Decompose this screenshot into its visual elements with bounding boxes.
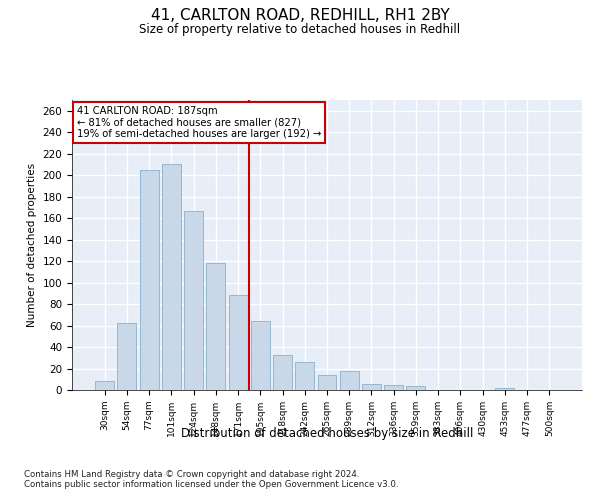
- Text: Distribution of detached houses by size in Redhill: Distribution of detached houses by size …: [181, 428, 473, 440]
- Bar: [317, 375, 337, 390]
- Text: Size of property relative to detached houses in Redhill: Size of property relative to detached ho…: [139, 22, 461, 36]
- Text: 41, CARLTON ROAD, REDHILL, RH1 2BY: 41, CARLTON ROAD, REDHILL, RH1 2BY: [151, 8, 449, 22]
- Bar: [384, 384, 403, 390]
- Bar: [340, 370, 359, 390]
- Text: 41 CARLTON ROAD: 187sqm
← 81% of detached houses are smaller (827)
19% of semi-d: 41 CARLTON ROAD: 187sqm ← 81% of detache…: [77, 106, 322, 139]
- Bar: [406, 386, 425, 390]
- Text: Contains public sector information licensed under the Open Government Licence v3: Contains public sector information licen…: [24, 480, 398, 489]
- Bar: [140, 170, 158, 390]
- Bar: [295, 362, 314, 390]
- Bar: [206, 264, 225, 390]
- Text: Contains HM Land Registry data © Crown copyright and database right 2024.: Contains HM Land Registry data © Crown c…: [24, 470, 359, 479]
- Bar: [273, 354, 292, 390]
- Bar: [162, 164, 181, 390]
- Bar: [362, 384, 381, 390]
- Bar: [251, 322, 270, 390]
- Bar: [229, 296, 248, 390]
- Bar: [184, 210, 203, 390]
- Bar: [496, 388, 514, 390]
- Bar: [118, 324, 136, 390]
- Y-axis label: Number of detached properties: Number of detached properties: [27, 163, 37, 327]
- Bar: [95, 382, 114, 390]
